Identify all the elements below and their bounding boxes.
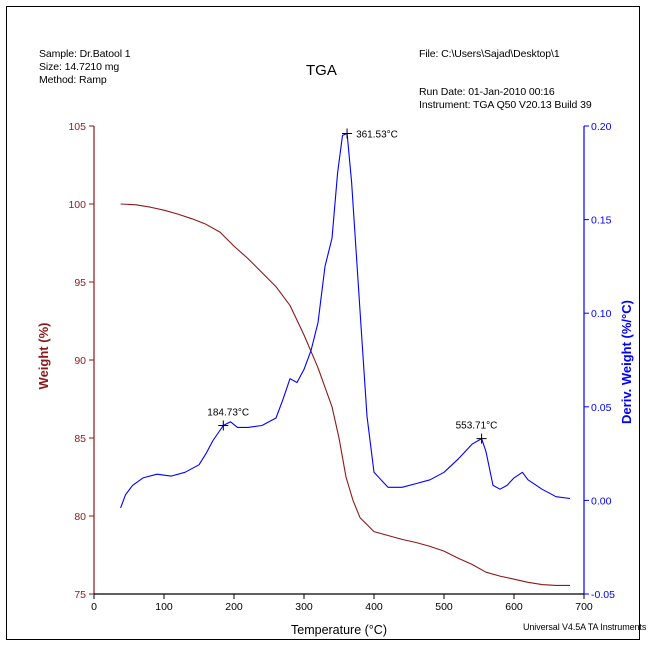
peak-annotation-label: 184.73°C (207, 408, 249, 419)
y-left-tick-label: 95 (74, 277, 86, 289)
y-right-tick-label: 0.00 (591, 495, 612, 507)
deriv-weight-curve (120, 132, 571, 509)
x-tick-label: 400 (365, 601, 383, 613)
y-right-tick-label: 0.10 (591, 308, 612, 320)
x-tick-label: 700 (575, 601, 593, 613)
method-label: Method: Ramp (39, 74, 107, 86)
x-tick-label: 600 (505, 601, 523, 613)
y-left-tick-label: 105 (68, 121, 86, 133)
sample-label: Sample: Dr.Batool 1 (39, 48, 131, 60)
run-date-label: Run Date: 01-Jan-2010 00:16 (419, 86, 555, 98)
y-right-tick-label: 0.05 (591, 402, 612, 414)
y-left-tick-label: 85 (74, 433, 86, 445)
y-axis-left-label: Weight (%) (36, 323, 51, 390)
x-tick-label: 0 (91, 601, 97, 613)
file-label: File: C:\Users\Sajad\Desktop\1 (419, 48, 560, 60)
size-label: Size: 14.7210 mg (39, 61, 120, 73)
x-tick-label: 100 (155, 601, 173, 613)
series-group (120, 132, 571, 586)
y-right-tick-label: -0.05 (591, 589, 615, 601)
figure-frame (6, 6, 640, 640)
y-left-tick-label: 100 (68, 199, 86, 211)
x-tick-label: 200 (225, 601, 243, 613)
chart-title: TGA (306, 62, 337, 79)
weight-curve (120, 203, 570, 586)
peak-annotation-label: 361.53°C (356, 129, 398, 140)
y-right-tick-label: 0.15 (591, 215, 612, 227)
y-axis-right-label: Deriv. Weight (%/°C) (619, 300, 634, 424)
y-left-tick-label: 90 (74, 355, 86, 367)
peak-annotation-label: 553.71°C (456, 421, 498, 432)
y-right-tick-label: 0.20 (591, 121, 612, 133)
instrument-label: Instrument: TGA Q50 V20.13 Build 39 (419, 99, 592, 111)
y-left-tick-label: 75 (74, 589, 86, 601)
y-left-tick-label: 80 (74, 511, 86, 523)
x-axis-label: Temperature (°C) (291, 623, 387, 637)
annotations-group: 184.73°C 361.53°C 553.71°C (207, 128, 498, 444)
software-label: Universal V4.5A TA Instruments (523, 622, 647, 632)
x-tick-label: 500 (435, 601, 453, 613)
x-tick-label: 300 (295, 601, 313, 613)
axes-group: 0 100 200 300 400 500 600 700 75 80 85 90 95 100 105 -0… (68, 121, 615, 613)
